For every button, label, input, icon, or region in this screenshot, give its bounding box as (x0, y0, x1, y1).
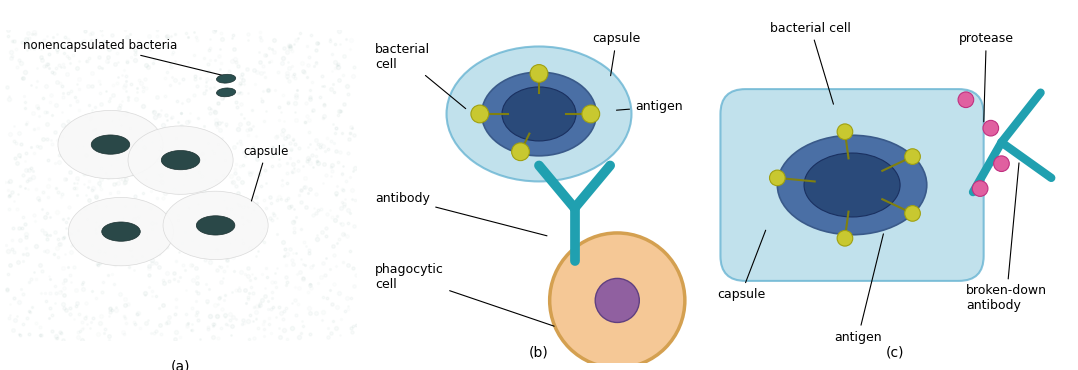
Text: bacterial
cell: bacterial cell (375, 43, 466, 109)
Circle shape (595, 278, 639, 323)
Ellipse shape (502, 87, 576, 141)
Circle shape (904, 149, 921, 164)
Circle shape (983, 120, 998, 136)
Text: bacterial cell: bacterial cell (770, 21, 852, 104)
Circle shape (770, 170, 785, 186)
Text: broken-down
antibody: broken-down antibody (966, 163, 1047, 312)
Ellipse shape (69, 198, 174, 266)
Text: (c): (c) (885, 345, 904, 359)
Text: antibody: antibody (375, 192, 547, 236)
Ellipse shape (196, 216, 235, 235)
Ellipse shape (446, 47, 632, 181)
Circle shape (838, 231, 853, 246)
Circle shape (972, 181, 987, 196)
Text: nonencapsulated bacteria: nonencapsulated bacteria (23, 39, 223, 75)
Circle shape (530, 65, 548, 83)
Ellipse shape (163, 191, 268, 260)
Text: capsule: capsule (717, 230, 765, 301)
Ellipse shape (128, 126, 233, 194)
Text: antigen: antigen (834, 234, 883, 344)
Ellipse shape (162, 151, 199, 170)
Ellipse shape (482, 72, 596, 156)
Ellipse shape (101, 222, 140, 241)
Text: capsule: capsule (244, 145, 289, 201)
Circle shape (958, 92, 973, 108)
FancyBboxPatch shape (720, 89, 984, 281)
Circle shape (994, 156, 1009, 172)
Text: (a): (a) (170, 359, 191, 370)
Text: protease: protease (958, 32, 1013, 122)
Circle shape (838, 124, 853, 139)
Circle shape (550, 233, 685, 368)
Circle shape (582, 105, 599, 123)
Circle shape (512, 143, 529, 161)
Ellipse shape (58, 110, 163, 179)
Text: capsule: capsule (593, 32, 640, 76)
Ellipse shape (217, 74, 236, 83)
Circle shape (904, 206, 921, 221)
Ellipse shape (92, 135, 129, 154)
Text: phagocytic
cell: phagocytic cell (375, 263, 554, 326)
Ellipse shape (217, 88, 236, 97)
Ellipse shape (777, 135, 927, 235)
Circle shape (471, 105, 488, 123)
Text: (b): (b) (529, 345, 549, 359)
Ellipse shape (804, 153, 900, 217)
Text: antigen: antigen (617, 100, 682, 113)
